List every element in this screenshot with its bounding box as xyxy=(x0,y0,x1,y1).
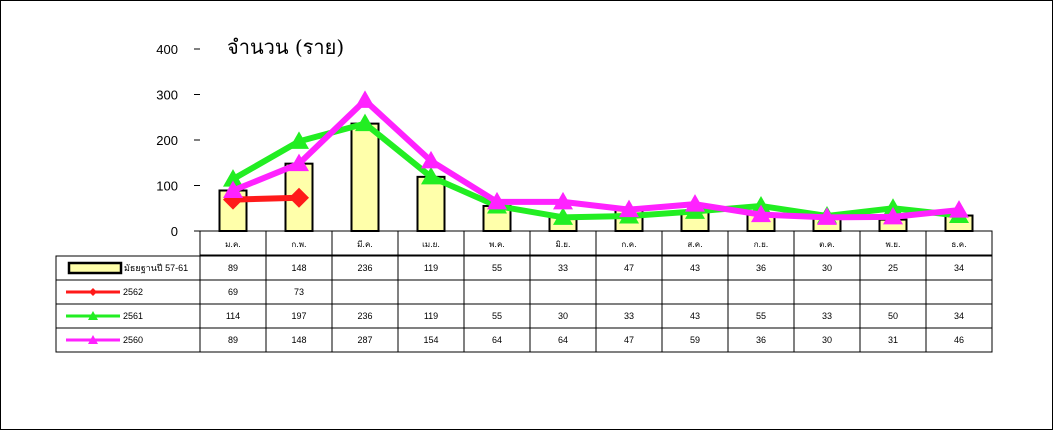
table-cell-value: 55 xyxy=(492,263,502,273)
table-cell-value: 34 xyxy=(954,311,964,321)
table-cell-value: 47 xyxy=(624,263,634,273)
data-point xyxy=(751,204,771,223)
y-tick-label: 400 xyxy=(156,42,178,57)
table-cell-value: 114 xyxy=(226,311,240,321)
category-label: มิ.ย. xyxy=(555,240,570,249)
table-cell-value: 148 xyxy=(291,263,306,273)
data-point xyxy=(421,150,441,169)
table-cell-value: 50 xyxy=(888,311,898,321)
table-cell-value: 55 xyxy=(492,311,502,321)
category-label: พ.ค. xyxy=(489,240,505,249)
table-cell-value: 55 xyxy=(756,311,766,321)
data-point xyxy=(685,194,705,212)
category-label: พ.ย. xyxy=(885,240,900,249)
data-point xyxy=(421,166,441,185)
table-cell-value: 33 xyxy=(822,311,832,321)
legend-label: 2560 xyxy=(123,335,143,345)
table-cell-value: 69 xyxy=(228,287,238,297)
legend-key-marker xyxy=(89,288,97,296)
category-label: ก.พ. xyxy=(291,240,306,249)
table-cell-value: 47 xyxy=(624,335,634,345)
data-point xyxy=(289,187,309,208)
legend-label: มัธยฐานปี 57-61 xyxy=(124,263,188,274)
table-cell-value: 33 xyxy=(558,263,568,273)
table-row-border xyxy=(55,255,993,281)
table-cell-value: 119 xyxy=(424,311,438,321)
legend-key-marker xyxy=(88,335,98,344)
data-point xyxy=(817,207,837,225)
table-cell-value: 148 xyxy=(291,335,306,345)
data-point xyxy=(553,191,573,210)
table-row-border xyxy=(55,303,993,329)
table-cell-value: 36 xyxy=(756,263,766,273)
table-cell-value: 64 xyxy=(492,335,502,345)
category-label: มี.ค. xyxy=(357,240,373,249)
y-tick-label: 100 xyxy=(156,179,178,194)
table-cell-value: 30 xyxy=(558,311,568,321)
series-line xyxy=(232,194,300,203)
chart-title: จำนวน (ราย) xyxy=(227,35,344,59)
data-point xyxy=(355,90,375,108)
legend-label: 2561 xyxy=(123,311,143,321)
data-point xyxy=(223,169,243,187)
table-cell-value: 154 xyxy=(423,335,438,345)
bar xyxy=(350,122,380,232)
table-cell-value: 236 xyxy=(357,311,372,321)
category-label: ม.ค. xyxy=(225,240,241,249)
table-cell-value: 43 xyxy=(690,263,700,273)
bar xyxy=(416,175,446,232)
series-line xyxy=(231,97,960,221)
data-point xyxy=(289,153,309,172)
category-label: ธ.ค. xyxy=(951,240,966,249)
legend-key-marker xyxy=(88,311,98,320)
y-tick-label: 0 xyxy=(171,224,178,239)
data-point xyxy=(883,206,903,225)
data-point xyxy=(223,180,243,199)
data-point xyxy=(289,131,309,149)
data-point xyxy=(619,199,639,218)
table-cell-value: 30 xyxy=(822,335,832,345)
table-cell-value: 119 xyxy=(424,263,438,273)
legend-label: 2562 xyxy=(123,287,143,297)
category-label: ก.ค. xyxy=(621,240,636,249)
table-row-border xyxy=(55,327,993,353)
table-cell-value: 43 xyxy=(690,311,700,321)
legend-key-bar xyxy=(67,261,123,275)
table-cell-value: 33 xyxy=(624,311,634,321)
category-label: เม.ย. xyxy=(422,240,440,249)
table-cell-value: 236 xyxy=(357,263,372,273)
table-cell-value: 59 xyxy=(690,335,700,345)
table-cell-value: 31 xyxy=(888,335,898,345)
data-point xyxy=(553,207,573,225)
category-label: ต.ค. xyxy=(819,240,835,249)
y-tick-label: 300 xyxy=(156,88,178,103)
table-cell-value: 30 xyxy=(822,263,832,273)
category-label: ก.ย. xyxy=(754,240,769,249)
y-tick-label: 200 xyxy=(156,133,178,148)
table-cell-value: 25 xyxy=(888,263,898,273)
data-point xyxy=(487,191,507,210)
table-cell-value: 287 xyxy=(357,335,372,345)
table-cell-value: 89 xyxy=(228,335,238,345)
table-cell-value: 197 xyxy=(291,311,306,321)
data-point xyxy=(355,113,375,132)
table-cell-value: 34 xyxy=(954,263,964,273)
table-cell-value: 36 xyxy=(756,335,766,345)
table-cell-value: 73 xyxy=(294,287,304,297)
table-cell-value: 89 xyxy=(228,263,238,273)
table-cell-value: 64 xyxy=(558,335,568,345)
table-row-border xyxy=(55,279,993,305)
table-cell-value: 46 xyxy=(954,335,964,345)
category-label: ส.ค. xyxy=(687,240,702,249)
data-point xyxy=(949,200,969,218)
